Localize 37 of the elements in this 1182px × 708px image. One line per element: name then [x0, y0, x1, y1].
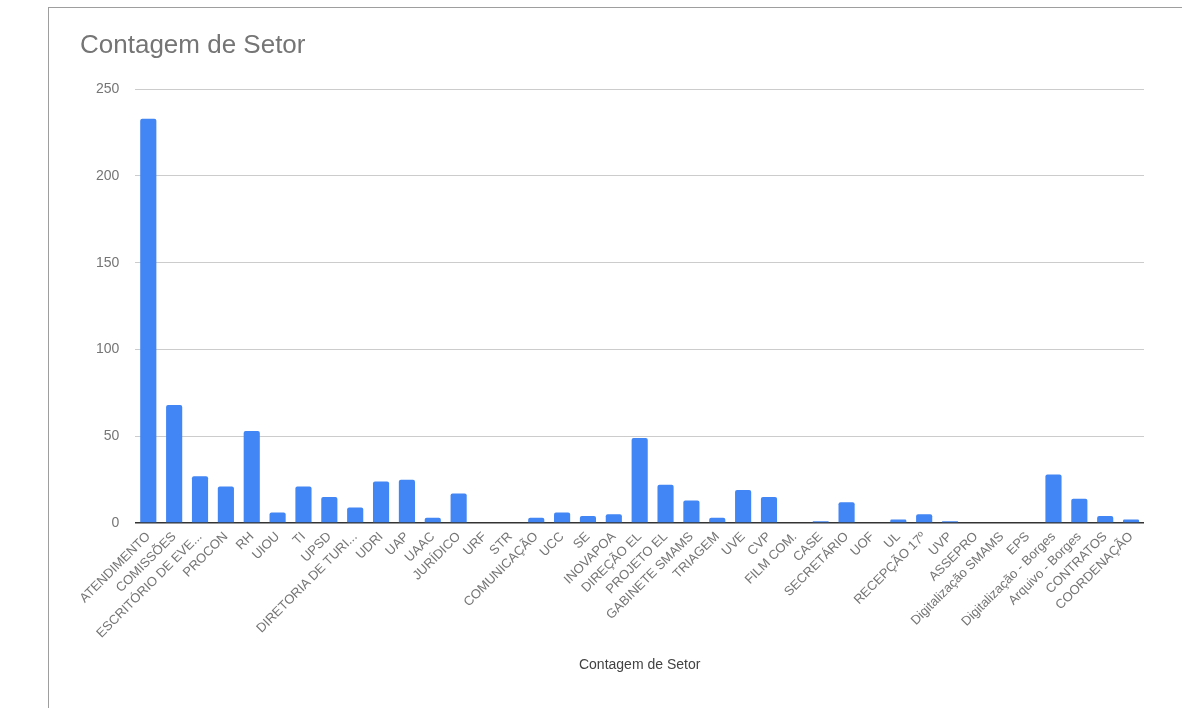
- bar: [191, 476, 209, 523]
- bar: [528, 517, 545, 523]
- bar: [683, 500, 700, 523]
- bar: [140, 118, 157, 523]
- bar: [709, 517, 726, 523]
- y-tick-label: 50: [103, 427, 120, 444]
- bar: [243, 431, 260, 523]
- bar: [295, 486, 312, 523]
- bar: [217, 486, 234, 523]
- y-tick-label: 200: [96, 166, 120, 183]
- bar: [916, 514, 933, 523]
- bar: [450, 493, 467, 523]
- bar: [269, 512, 286, 523]
- y-tick-label: 100: [96, 340, 120, 357]
- bar: [1071, 498, 1088, 523]
- bar: [398, 479, 415, 523]
- bar: [347, 507, 364, 523]
- bar: [1045, 474, 1062, 523]
- bar: [372, 481, 390, 523]
- y-tick-label: 150: [96, 253, 120, 270]
- bar: [579, 516, 597, 523]
- bar: [838, 502, 855, 523]
- x-tick-label: RH: [232, 528, 257, 553]
- bar: [631, 438, 648, 523]
- bar: [605, 514, 622, 523]
- y-tick-label: 0: [111, 513, 120, 530]
- y-tick-label: 250: [96, 80, 120, 97]
- bar: [735, 490, 752, 523]
- x-axis-title: Contagem de Setor: [578, 656, 701, 673]
- bar: [321, 497, 338, 523]
- bar: [1097, 516, 1114, 523]
- bar: [760, 497, 778, 523]
- chart-title: Contagem de Setor: [80, 28, 306, 59]
- bar: [424, 517, 441, 523]
- bar: [657, 484, 674, 523]
- bar: [166, 405, 183, 523]
- bar: [554, 512, 571, 523]
